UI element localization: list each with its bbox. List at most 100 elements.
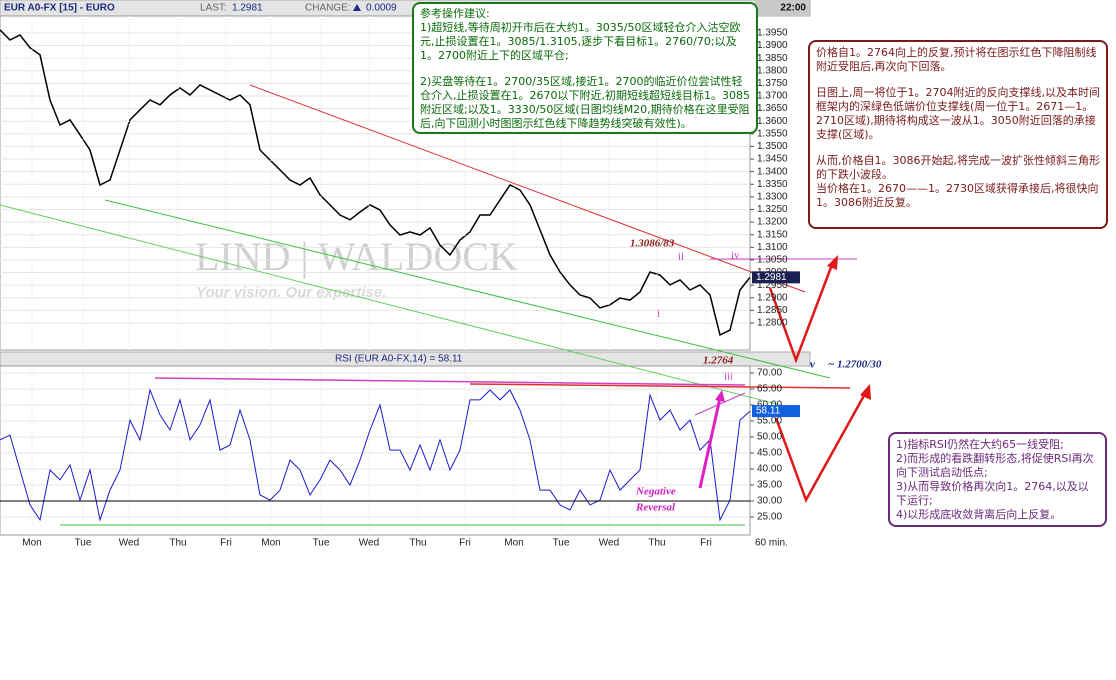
- y-tick-label: 1.3500: [757, 141, 788, 152]
- y-tick-label: 25.00: [757, 512, 782, 523]
- y-tick-label: 50.00: [757, 432, 782, 443]
- x-tick-label: Wed: [599, 538, 619, 549]
- arrow-head: [860, 384, 871, 400]
- y-tick-label: 70.00: [757, 368, 782, 379]
- annotation: ~ 1.2700/30: [828, 359, 882, 371]
- x-tick-label: Thu: [648, 538, 665, 549]
- y-tick-label: 1.3250: [757, 204, 788, 215]
- y-tick-label: 1.3900: [757, 40, 788, 51]
- rsi-note: 1)指标RSI仍然在大约65一线受阻; 2)而形成的看跌翻转形态,将促使RSI再…: [888, 432, 1107, 527]
- y-tick-label: 1.3450: [757, 154, 788, 165]
- y-tick-label: 1.3050: [757, 255, 788, 266]
- y-tick-label: 35.00: [757, 480, 782, 491]
- y-tick-label: 30.00: [757, 496, 782, 507]
- last-value-box: [752, 405, 800, 418]
- annotation: v: [810, 359, 815, 371]
- y-tick-label: 1.2850: [757, 305, 788, 316]
- annotation: 1.2764: [703, 355, 734, 367]
- note-line: 从而,价格自1。3086开始起,将完成一波扩张性倾斜三角形的下跌小波段。: [816, 154, 1100, 181]
- note-line: 4)以形成底收敛背离后向上反复。: [896, 508, 1062, 521]
- time: 22:00: [780, 3, 806, 14]
- drawings: [0, 84, 871, 526]
- annotation: Negative: [635, 486, 676, 498]
- y-tick-label: 1.3550: [757, 128, 788, 139]
- x-tick-label: Tue: [313, 538, 330, 549]
- note-line: 日图上,周一将位于1。2704附近的反向支撑线,以及本时间框架内的深绿色低端价位…: [816, 86, 1100, 141]
- green-trendline-2: [0, 204, 801, 411]
- last-value-box: [752, 271, 800, 284]
- note-line: 1)超短线,等待周初开市后在大约1。3035/50区域轻仓介入沽空欧元,止损设置…: [420, 21, 741, 62]
- y-tick-label: 1.3300: [757, 192, 788, 203]
- series-line: [0, 388, 751, 522]
- y-tick-label: 1.3600: [757, 116, 788, 127]
- rsi-red-line: [469, 383, 851, 389]
- strategy-note: 参考操作建议: 1)超短线,等待周初开市后在大约1。3035/50区域轻仓介入沽…: [412, 2, 758, 134]
- red-arrow: [774, 391, 868, 503]
- last-value-label: 58.11: [756, 406, 781, 417]
- y-tick-label: 65.00: [757, 384, 782, 395]
- x-tick-label: Mon: [22, 538, 41, 549]
- up-icon: [353, 4, 361, 11]
- y-tick-label: 1.3950: [757, 28, 788, 39]
- note-line: 3)从而导致价格再次向1。2764,以及以下运行;: [896, 480, 1089, 507]
- change-label: CHANGE:: [305, 3, 351, 14]
- watermark-slogan: Your vision. Our expertise.: [196, 284, 386, 301]
- rsi-resistance: [154, 377, 746, 386]
- y-tick-label: 40.00: [757, 464, 782, 475]
- y-tick-label: 1.3800: [757, 65, 788, 76]
- magenta-arrow: [698, 397, 722, 489]
- last-value-label: 1.2981: [756, 272, 787, 283]
- annotation: i: [657, 308, 660, 320]
- x-tick-label: Fri: [700, 538, 712, 549]
- y-tick-label: 1.3700: [757, 91, 788, 102]
- arrow-head: [715, 390, 725, 402]
- y-tick-label: 45.00: [757, 448, 782, 459]
- arrow-head: [827, 255, 838, 270]
- x-tick-label: Tue: [553, 538, 570, 549]
- note-line: 2)买盘等待在1。2700/35区域,接近1。2700的临近价位尝试性轻仓介入,…: [420, 75, 750, 130]
- annotation: iii: [724, 371, 733, 383]
- note-line: 当价格在1。2670——1。2730区域获得承接后,将很快向1。3086附近反复…: [816, 182, 1099, 209]
- rsi-panel: [0, 365, 751, 536]
- series-line: [0, 29, 751, 336]
- panel-title: RSI (EUR A0-FX,14) = 58.11: [335, 354, 463, 365]
- note-line: 1)指标RSI仍然在大约65一线受阻;: [896, 438, 1064, 451]
- y-tick-label: 1.3350: [757, 179, 788, 190]
- y-tick-label: 1.3100: [757, 242, 788, 253]
- change: 0.0009: [366, 3, 397, 14]
- timeframe: 60 min.: [755, 538, 788, 549]
- x-tick-label: Mon: [261, 538, 280, 549]
- x-tick-label: Wed: [119, 538, 139, 549]
- x-tick-label: Wed: [359, 538, 379, 549]
- y-tick-label: 1.3400: [757, 166, 788, 177]
- y-tick-label: 1.3200: [757, 217, 788, 228]
- last-label: LAST:: [200, 3, 227, 14]
- symbol: EUR A0-FX [15] - EURO: [4, 3, 115, 14]
- y-tick-label: 1.3850: [757, 53, 788, 64]
- note-line: 2)而形成的看跌翻转形态,将促使RSI再次向下测试启动低点;: [896, 452, 1094, 479]
- x-tick-label: Fri: [459, 538, 471, 549]
- y-tick-label: 1.3750: [757, 78, 788, 89]
- y-tick-label: 55.00: [757, 416, 782, 427]
- y-tick-label: 1.2800: [757, 318, 788, 329]
- price-note: 价格自1。2764向上的反复,预计将在图示红色下降阻制线附近受阻后,再次向下回落…: [808, 40, 1108, 229]
- time-box: [755, 1, 809, 15]
- annotation: ii: [678, 251, 684, 263]
- x-tick-label: Fri: [220, 538, 232, 549]
- y-tick-label: 1.2900: [757, 292, 788, 303]
- x-tick-label: Tue: [75, 538, 92, 549]
- note-line: 价格自1。2764向上的反复,预计将在图示红色下降阻制线附近受阻后,再次向下回落…: [816, 46, 1097, 73]
- last: 1.2981: [232, 3, 263, 14]
- annotation: 1.3086/83: [630, 238, 675, 250]
- y-tick-label: 1.2950: [757, 280, 788, 291]
- y-tick-label: 1.3650: [757, 103, 788, 114]
- green-trendline: [104, 199, 831, 379]
- x-tick-label: Mon: [504, 538, 523, 549]
- x-tick-label: Thu: [409, 538, 426, 549]
- x-tick-label: Thu: [169, 538, 186, 549]
- annotation: Reversal: [635, 502, 676, 514]
- y-tick-label: 1.3150: [757, 229, 788, 240]
- red-arrow: [768, 261, 835, 364]
- red-trendline: [249, 84, 806, 293]
